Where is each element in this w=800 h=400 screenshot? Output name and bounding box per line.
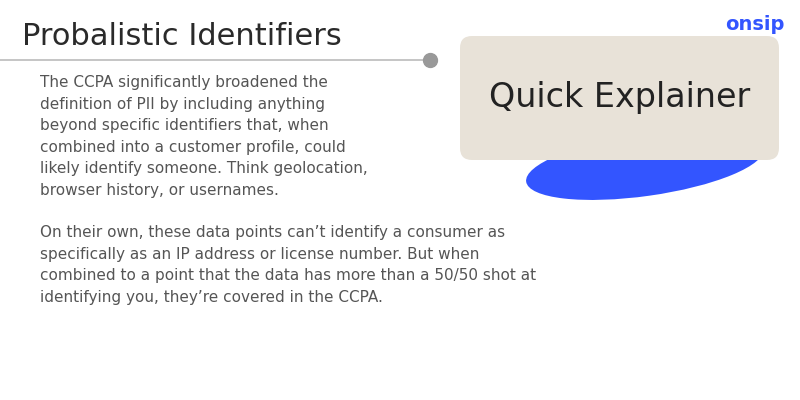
Text: On their own, these data points can’t identify a consumer as
specifically as an : On their own, these data points can’t id… xyxy=(40,225,536,305)
Text: onsip: onsip xyxy=(726,15,785,34)
Ellipse shape xyxy=(490,47,730,113)
Ellipse shape xyxy=(526,130,764,200)
Text: Probalistic Identifiers: Probalistic Identifiers xyxy=(22,22,342,51)
Text: Quick Explainer: Quick Explainer xyxy=(489,82,750,114)
FancyBboxPatch shape xyxy=(460,36,779,160)
Text: The CCPA significantly broadened the
definition of PII by including anything
bey: The CCPA significantly broadened the def… xyxy=(40,75,368,198)
